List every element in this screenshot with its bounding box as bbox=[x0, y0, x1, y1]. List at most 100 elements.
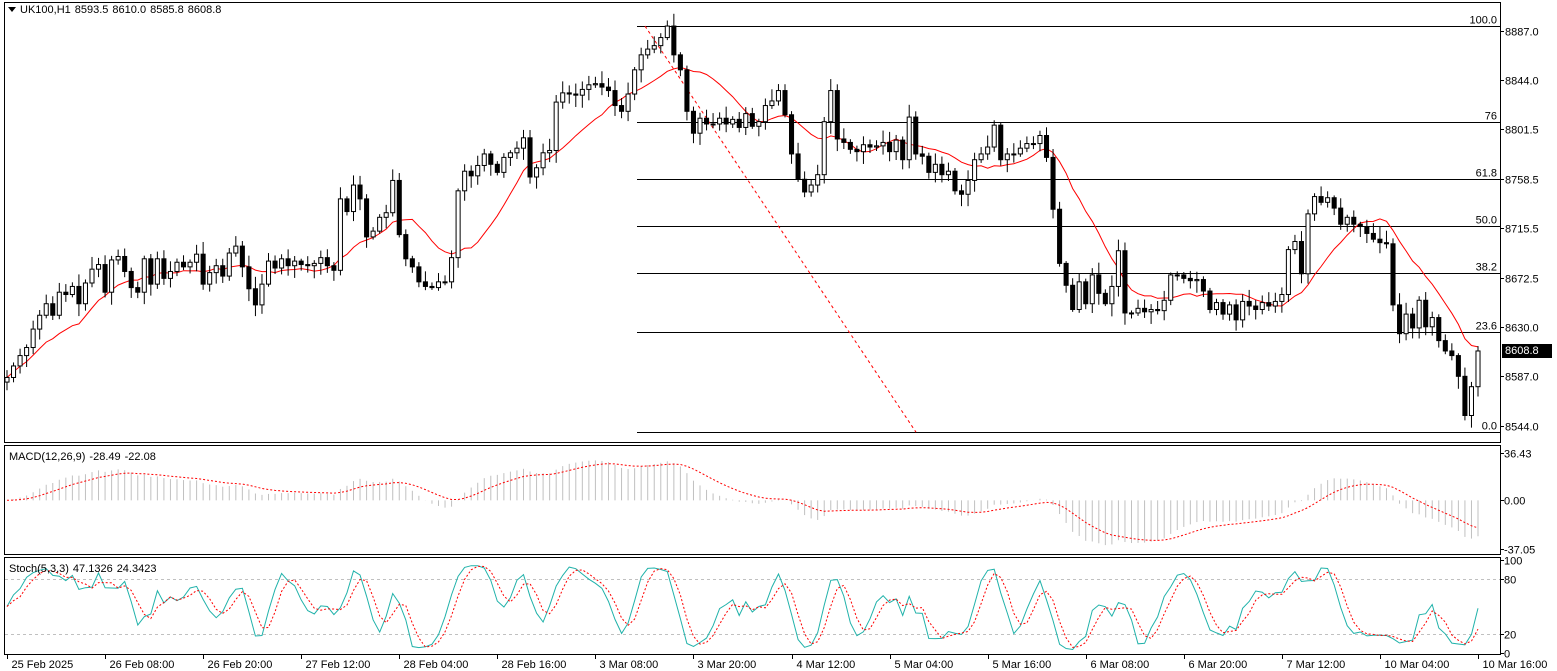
candle-body bbox=[4, 376, 10, 383]
candle-body bbox=[913, 116, 919, 155]
candle-body bbox=[161, 258, 167, 279]
candle-body bbox=[1455, 355, 1461, 377]
macd-tick-label: -37.05 bbox=[1504, 545, 1535, 557]
candle-body bbox=[808, 184, 814, 193]
candle-body bbox=[769, 100, 775, 107]
candle-body bbox=[1246, 300, 1252, 307]
candle-body bbox=[337, 198, 343, 271]
candle-body bbox=[1259, 302, 1265, 310]
candle-body bbox=[534, 167, 540, 178]
price-tick-label: 8887.0 bbox=[1505, 27, 1539, 39]
candle-body bbox=[69, 285, 75, 296]
candle-body bbox=[390, 179, 396, 214]
candle-body bbox=[1292, 241, 1298, 251]
candle-body bbox=[305, 264, 311, 267]
candle-body bbox=[573, 93, 579, 96]
candle-body bbox=[1181, 274, 1187, 279]
candle-body bbox=[82, 282, 88, 305]
candle-body bbox=[43, 303, 49, 316]
candle-body bbox=[860, 144, 866, 153]
candle-body bbox=[507, 152, 513, 158]
candle-body bbox=[854, 148, 860, 153]
candle-body bbox=[599, 83, 605, 88]
candle-body bbox=[1109, 285, 1115, 305]
time-tick-label: 27 Feb 12:00 bbox=[306, 659, 371, 671]
candle-body bbox=[331, 265, 337, 271]
fib-level-label: 23.6 bbox=[1476, 321, 1497, 333]
stochastic-axis: 100 80 20 0 bbox=[1500, 556, 1522, 661]
candle-body bbox=[736, 118, 742, 128]
candle-body bbox=[226, 252, 232, 277]
price-tick-label: 8715.5 bbox=[1505, 224, 1539, 236]
candle-body bbox=[403, 234, 409, 260]
stoch-header: Stoch(5,3,3) 47.1326 24.3423 bbox=[9, 563, 160, 575]
candle-body bbox=[939, 163, 945, 176]
candle-body bbox=[1364, 226, 1370, 234]
candle-body bbox=[24, 347, 30, 357]
fib-level-label: 0.0 bbox=[1482, 421, 1497, 433]
candle-body bbox=[1377, 238, 1383, 244]
stoch-main-line bbox=[6, 565, 1479, 651]
macd-axis: 36.43 0.00 -37.05 bbox=[1500, 449, 1535, 557]
moving-average bbox=[6, 66, 1479, 378]
candle-body bbox=[324, 257, 330, 267]
candle-body bbox=[96, 264, 102, 270]
candle-body bbox=[926, 155, 932, 173]
candle-body bbox=[174, 261, 180, 272]
candle-body bbox=[265, 260, 272, 285]
candle-body bbox=[795, 153, 801, 180]
high-value: 8610.0 bbox=[112, 4, 147, 16]
close-value: 8608.8 bbox=[187, 4, 222, 16]
candle-body bbox=[115, 255, 121, 261]
fib-level-label: 76 bbox=[1485, 111, 1497, 123]
candle-body bbox=[991, 124, 997, 148]
candle-body bbox=[292, 260, 298, 267]
candle-body bbox=[1063, 262, 1069, 286]
candle-body bbox=[1233, 304, 1239, 321]
candle-body bbox=[220, 265, 226, 277]
candle-body bbox=[1253, 305, 1259, 310]
candle-body bbox=[1089, 274, 1095, 305]
candle-body bbox=[135, 287, 141, 293]
candle-body bbox=[998, 124, 1004, 161]
candle-body bbox=[1305, 213, 1311, 275]
candle-body bbox=[1200, 279, 1206, 292]
price-tick-label: 8587.0 bbox=[1505, 372, 1539, 384]
time-tick-label: 10 Mar 16:00 bbox=[1483, 659, 1548, 671]
candle-body bbox=[1266, 302, 1272, 307]
candle-body bbox=[246, 266, 252, 290]
candle-body bbox=[972, 159, 978, 181]
candle-body bbox=[547, 149, 553, 154]
candle-body bbox=[1050, 156, 1056, 210]
candle-body bbox=[475, 164, 481, 177]
candle-body bbox=[684, 69, 690, 112]
price-tick-label: 8672.5 bbox=[1505, 274, 1539, 286]
candle-body bbox=[1357, 223, 1363, 228]
fibonacci-levels: 100.0 76 61.8 50.0 38.2 23.6 0.0 bbox=[637, 15, 1500, 433]
candle-body bbox=[782, 90, 788, 116]
candle-body bbox=[76, 285, 82, 305]
candle-body bbox=[553, 101, 559, 151]
candle-body bbox=[350, 184, 357, 213]
candle-body bbox=[63, 291, 69, 296]
candle-body bbox=[1298, 241, 1305, 275]
candle-body bbox=[834, 90, 840, 140]
candle-body bbox=[1011, 153, 1017, 156]
candle-body bbox=[1024, 143, 1030, 149]
candle-body bbox=[645, 48, 651, 56]
candle-body bbox=[887, 141, 893, 153]
price-tick-label: 8801.5 bbox=[1505, 125, 1539, 137]
time-axis: 25 Feb 2025 26 Feb 08:00 26 Feb 20:00 27 Fe… bbox=[7, 655, 1548, 671]
candle-body bbox=[690, 110, 696, 134]
candle-body bbox=[409, 258, 415, 268]
candle-body bbox=[1030, 143, 1036, 146]
time-tick-label: 25 Feb 2025 bbox=[12, 659, 74, 671]
dropdown-triangle-icon[interactable] bbox=[8, 7, 16, 12]
candle-body bbox=[455, 190, 461, 259]
candle-body bbox=[1390, 243, 1396, 306]
candle-body bbox=[847, 141, 853, 150]
candle-body bbox=[1403, 313, 1409, 335]
candle-body bbox=[1168, 274, 1174, 301]
time-tick-label: 26 Feb 08:00 bbox=[110, 659, 175, 671]
candle-body bbox=[1331, 197, 1337, 209]
